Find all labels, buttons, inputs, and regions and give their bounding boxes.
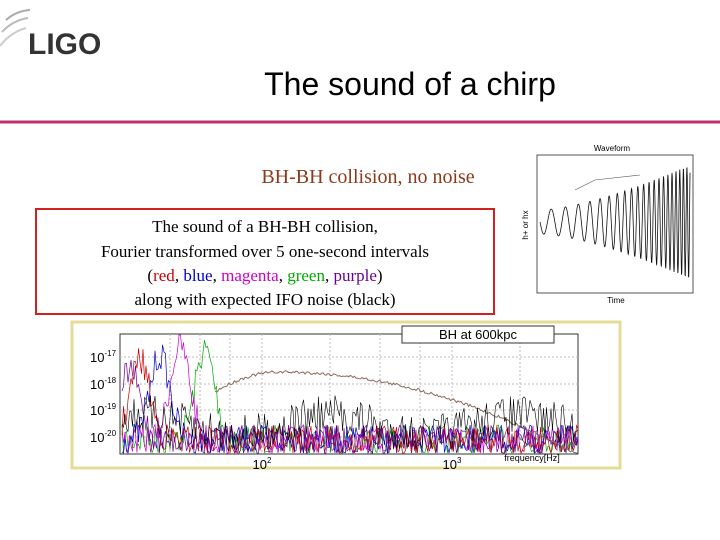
spectrum-title: BH at 600kpc xyxy=(439,327,518,342)
color-word: red xyxy=(153,266,175,285)
tick-exp: -19 xyxy=(104,402,116,411)
logo: LIGO xyxy=(0,9,101,61)
box-line: (red, blue, magenta, green, purple) xyxy=(147,266,382,285)
spectrum-curve xyxy=(214,370,578,454)
tick-label: 103 xyxy=(443,456,462,472)
spectrum-curve xyxy=(121,360,579,455)
waveform-title: Waveform xyxy=(594,144,630,153)
title: The sound of a chirp xyxy=(264,66,556,102)
color-word: , xyxy=(325,266,334,285)
waveform-pointer xyxy=(574,174,641,191)
tick-exp: -18 xyxy=(104,376,116,385)
tick-label: 10-17 xyxy=(90,349,117,365)
tick-label: 10-20 xyxy=(90,429,117,445)
tick-label: 102 xyxy=(253,456,272,472)
logo-arc xyxy=(1,17,29,33)
tick-base: 10 xyxy=(443,457,457,472)
box-line: Fourier transformed over 5 one-second in… xyxy=(101,242,429,261)
spectrum-figure: BH at 600kpc frequency[Hz] 10-1710-1810-… xyxy=(70,320,622,472)
tick-base: 10 xyxy=(253,457,267,472)
waveform-figure: Waveform h+ or hx Time xyxy=(521,144,694,305)
box-line: along with expected IFO noise (black) xyxy=(134,290,395,309)
color-word: ( xyxy=(147,266,153,285)
spectrum-curves xyxy=(121,334,579,455)
spectrum-xlabel: frequency[Hz] xyxy=(504,453,560,463)
color-word: , xyxy=(213,266,222,285)
color-word: green xyxy=(287,266,325,285)
waveform-ylabel: h+ or hx xyxy=(521,210,530,239)
color-word: , xyxy=(279,266,288,285)
tick-exp: 2 xyxy=(267,456,272,465)
tick-exp: -20 xyxy=(104,429,116,438)
subtitle: BH-BH collision, no noise xyxy=(261,166,474,188)
color-word: ) xyxy=(377,266,383,285)
waveform-xlabel: Time xyxy=(607,296,625,305)
box-text: The sound of a BH-BH collision, Fourier … xyxy=(101,217,429,309)
color-word: , xyxy=(175,266,184,285)
color-word: blue xyxy=(183,266,212,285)
color-word: purple xyxy=(333,266,376,285)
spectrum-curve xyxy=(121,348,579,455)
tick-base: 10 xyxy=(90,430,104,445)
tick-exp: -17 xyxy=(104,349,116,358)
text-box xyxy=(35,208,495,315)
color-word: magenta xyxy=(221,266,279,285)
spectrum-title-box xyxy=(401,325,555,344)
logo-arc xyxy=(5,9,31,21)
logo-arc xyxy=(0,27,27,47)
tick-base: 10 xyxy=(90,350,104,365)
tick-exp: 3 xyxy=(457,456,462,465)
spectrum-curve xyxy=(121,395,579,454)
box-line: The sound of a BH-BH collision, xyxy=(152,217,378,236)
tick-base: 10 xyxy=(90,403,104,418)
tick-base: 10 xyxy=(90,377,104,392)
tick-label: 10-18 xyxy=(90,376,117,392)
logo-text: LIGO xyxy=(28,28,101,61)
tick-label: 10-19 xyxy=(90,402,117,418)
waveform-curve xyxy=(539,167,691,278)
